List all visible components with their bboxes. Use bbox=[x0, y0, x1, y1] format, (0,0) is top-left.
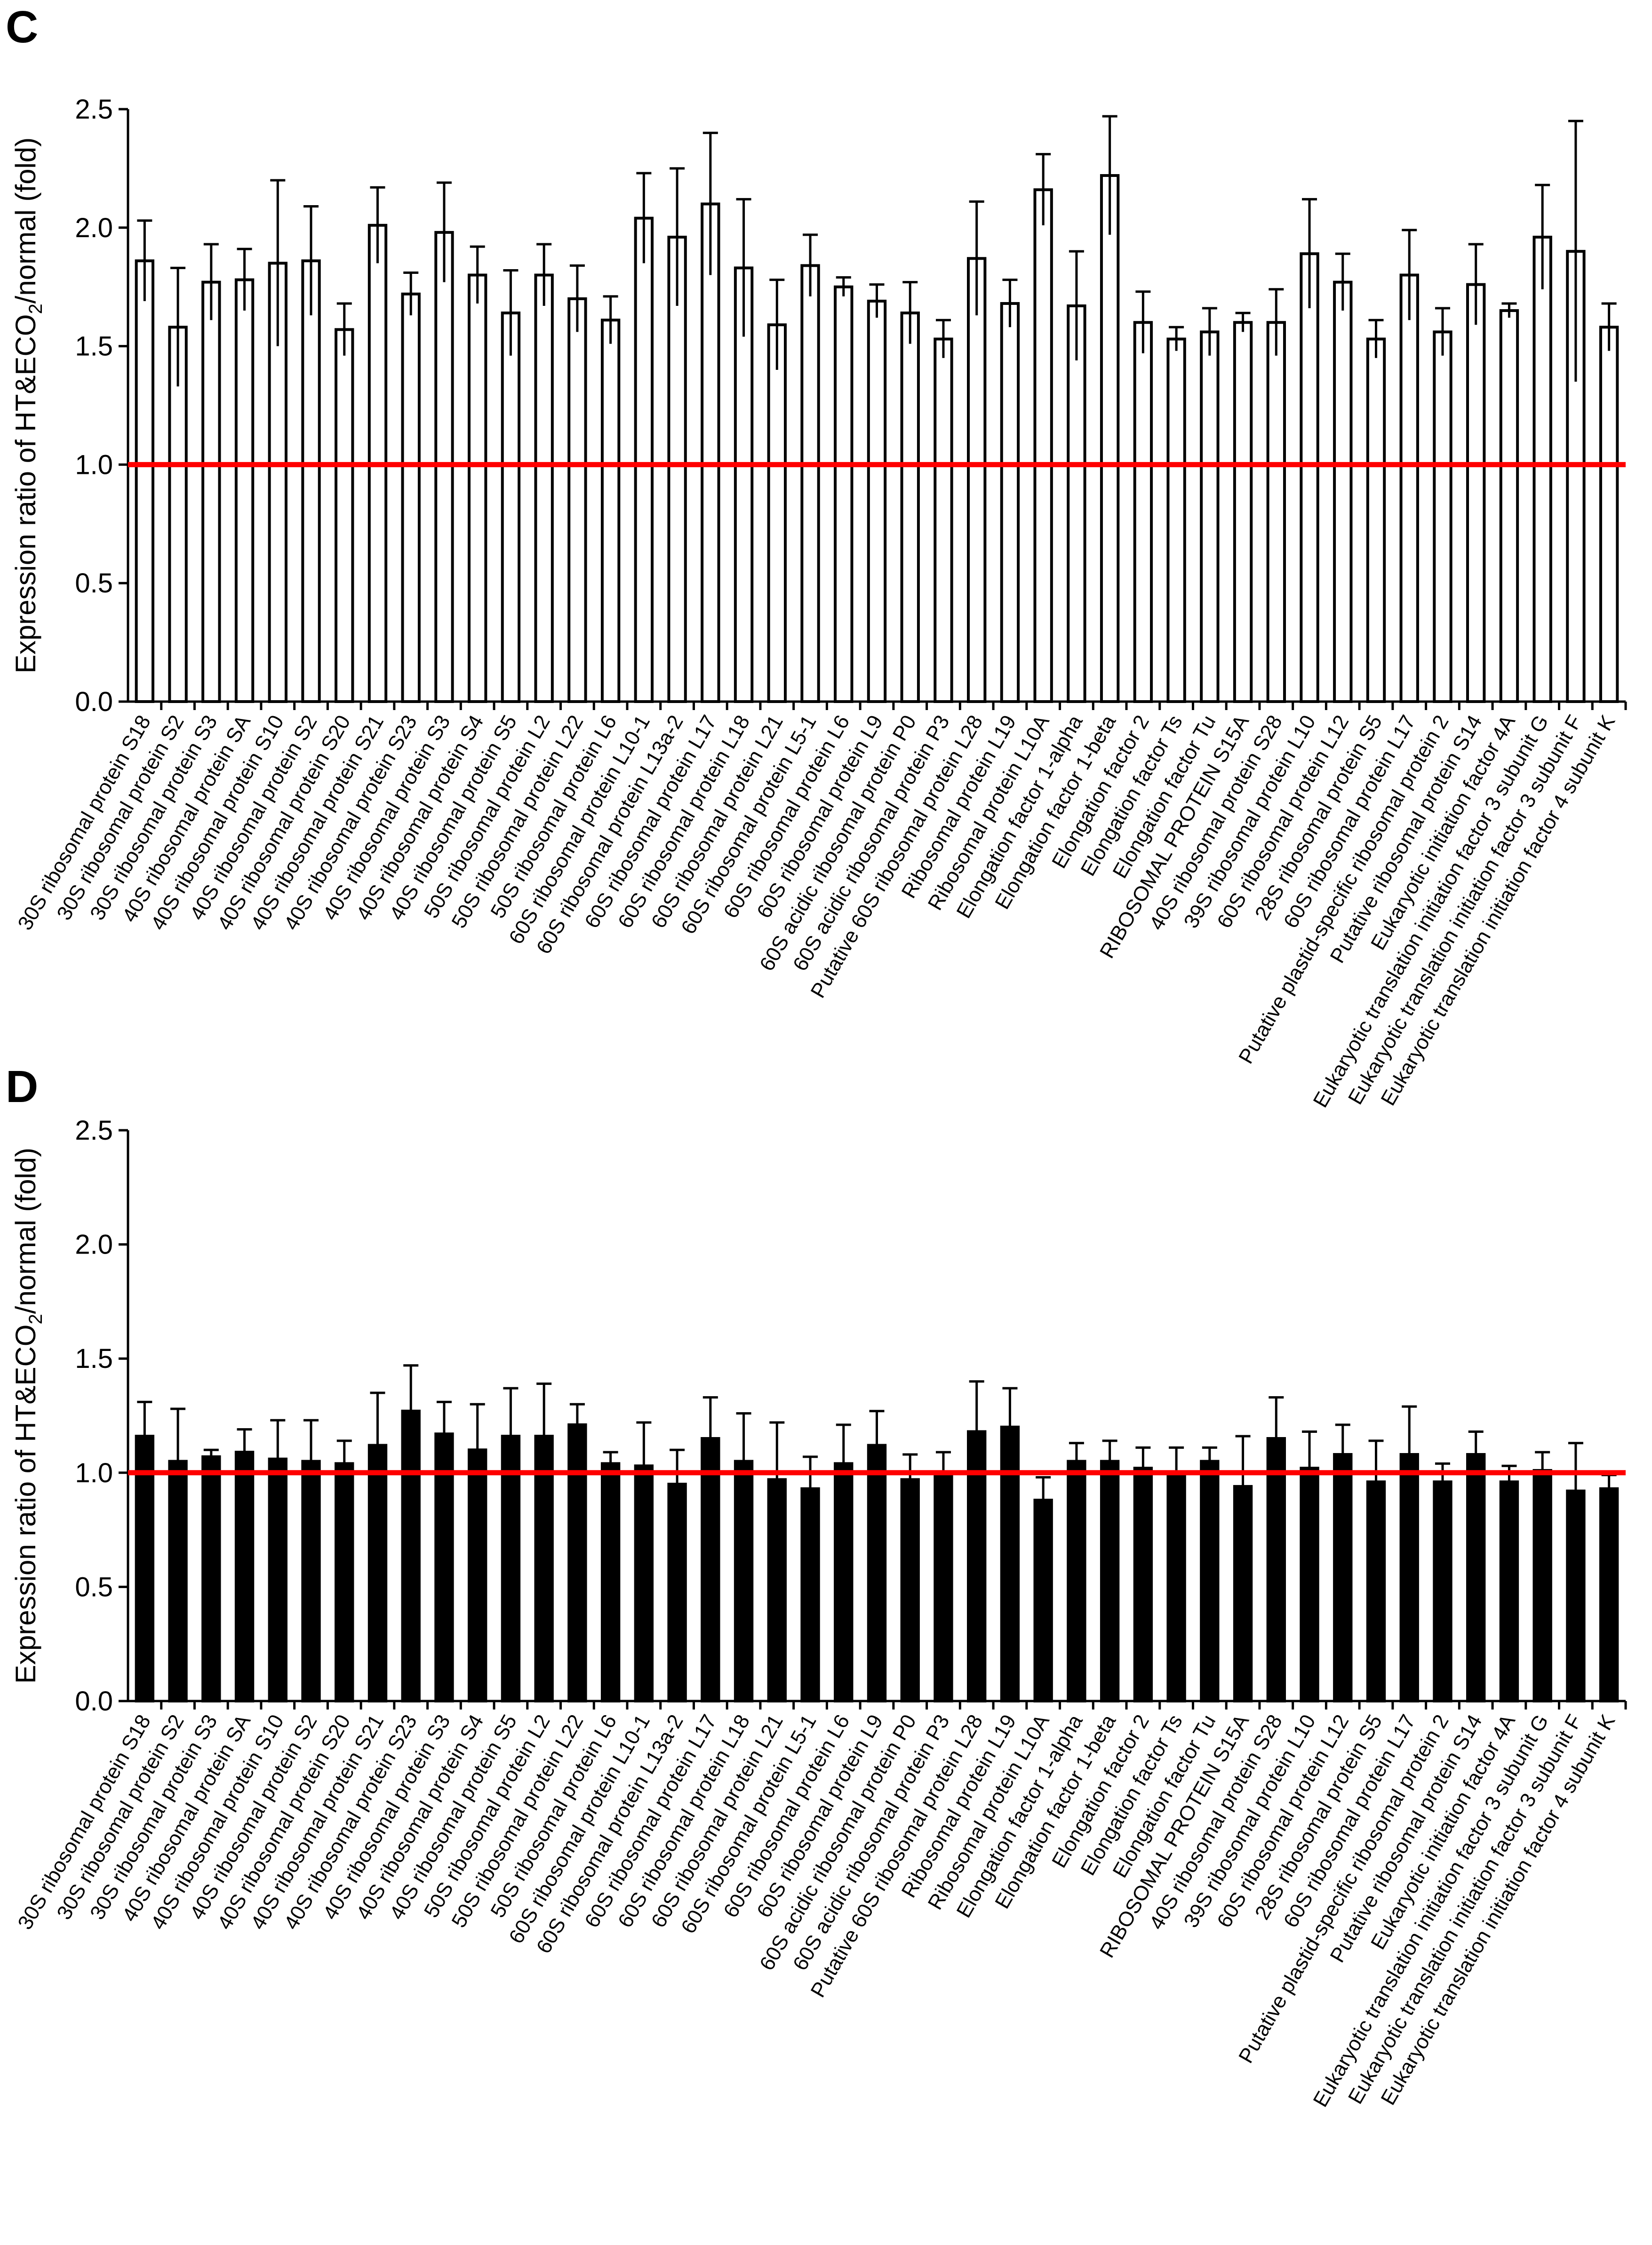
bar-c-11 bbox=[468, 273, 487, 703]
bar-c-26 bbox=[967, 257, 987, 703]
y-tick-label: 1.0 bbox=[75, 449, 113, 480]
bar-d-9 bbox=[401, 1409, 421, 1702]
bar-c-35 bbox=[1266, 321, 1286, 703]
bar-c-31 bbox=[1133, 321, 1153, 703]
bar-d-29 bbox=[1067, 1460, 1086, 1703]
panel-c-label: C bbox=[6, 2, 39, 52]
bar-c-6 bbox=[301, 259, 321, 703]
bar-d-30 bbox=[1100, 1460, 1120, 1703]
bar-d-14 bbox=[567, 1423, 587, 1702]
y-axis-label: Expression ratio of HT&ECO2/normal (fold… bbox=[10, 1148, 46, 1684]
bar-c-45 bbox=[1599, 326, 1619, 703]
bar-c-22 bbox=[834, 285, 854, 703]
bar-c-29 bbox=[1067, 304, 1086, 703]
y-tick-label: 0.0 bbox=[75, 687, 113, 717]
bar-c-7 bbox=[335, 328, 354, 703]
bar-c-28 bbox=[1033, 188, 1053, 703]
bar-d-4 bbox=[234, 1451, 255, 1703]
chart-panel-d: 0.0 0.5 1.0 1.5 2.0 2.5 Expression ratio of HT… bbox=[10, 1115, 1627, 2111]
bar-d-1 bbox=[135, 1435, 155, 1702]
bar-d-15 bbox=[600, 1462, 621, 1703]
y-tick-label: 2.5 bbox=[75, 1115, 113, 1146]
bar-c-20 bbox=[767, 323, 787, 703]
bar-d-25 bbox=[934, 1473, 953, 1703]
bar-c-14 bbox=[567, 297, 587, 703]
bar-d-23 bbox=[867, 1444, 887, 1702]
bar-d-7 bbox=[335, 1462, 354, 1703]
chart-panel-c: 0.0 0.5 1.0 1.5 2.0 2.5 Expression ratio of HT… bbox=[10, 94, 1627, 1111]
bar-d-33 bbox=[1200, 1460, 1220, 1703]
bar-c-39 bbox=[1399, 273, 1419, 703]
bar-c-32 bbox=[1166, 337, 1186, 703]
y-tick-label: 0.0 bbox=[75, 1686, 113, 1717]
y-tick-label: 0.5 bbox=[75, 1572, 113, 1602]
bar-c-4 bbox=[234, 278, 255, 703]
bar-d-28 bbox=[1033, 1499, 1053, 1702]
bar-c-17 bbox=[667, 235, 687, 703]
bar-d-42 bbox=[1499, 1480, 1519, 1702]
y-tick-label: 1.5 bbox=[75, 1343, 113, 1374]
bar-c-30 bbox=[1100, 174, 1120, 703]
bar-d-41 bbox=[1466, 1453, 1486, 1702]
bar-c-36 bbox=[1300, 252, 1319, 703]
bar-d-27 bbox=[1000, 1425, 1020, 1702]
bar-c-9 bbox=[401, 292, 421, 703]
bar-c-27 bbox=[1000, 302, 1020, 703]
bar-d-35 bbox=[1266, 1437, 1286, 1702]
bar-c-13 bbox=[534, 273, 554, 703]
bar-c-16 bbox=[634, 216, 654, 703]
bar-c-37 bbox=[1333, 280, 1353, 703]
bar-c-41 bbox=[1466, 283, 1486, 703]
bar-d-45 bbox=[1599, 1487, 1619, 1702]
y-axis-label: Expression ratio of HT&ECO2/normal (fold… bbox=[10, 137, 46, 673]
bar-c-34 bbox=[1233, 321, 1253, 703]
bar-c-40 bbox=[1433, 330, 1452, 703]
bar-d-24 bbox=[900, 1478, 920, 1702]
bar-c-15 bbox=[600, 319, 621, 703]
bar-c-21 bbox=[800, 264, 820, 703]
y-tick-label: 0.5 bbox=[75, 568, 113, 599]
bar-c-33 bbox=[1200, 330, 1220, 703]
y-tick-label: 1.0 bbox=[75, 1458, 113, 1488]
bar-d-37 bbox=[1333, 1453, 1353, 1702]
bar-c-38 bbox=[1366, 337, 1386, 703]
bar-c-25 bbox=[934, 337, 953, 703]
y-tick-label: 2.0 bbox=[75, 1230, 113, 1260]
bar-d-40 bbox=[1433, 1480, 1452, 1702]
bar-c-43 bbox=[1532, 235, 1552, 703]
y-tick-label: 2.5 bbox=[75, 94, 113, 125]
panel-d-label: D bbox=[6, 1062, 39, 1112]
bar-d-3 bbox=[201, 1455, 221, 1702]
bar-c-1 bbox=[135, 259, 155, 703]
bar-c-18 bbox=[701, 202, 720, 703]
bar-c-3 bbox=[201, 280, 221, 703]
bar-d-43 bbox=[1532, 1469, 1552, 1702]
bar-c-24 bbox=[900, 312, 920, 703]
bar-c-12 bbox=[501, 312, 521, 703]
bar-d-31 bbox=[1133, 1467, 1153, 1702]
bar-c-42 bbox=[1499, 309, 1519, 703]
bar-d-32 bbox=[1166, 1471, 1186, 1703]
y-tick-label: 1.5 bbox=[75, 331, 113, 362]
bar-c-23 bbox=[867, 299, 887, 703]
y-tick-label: 2.0 bbox=[75, 213, 113, 243]
